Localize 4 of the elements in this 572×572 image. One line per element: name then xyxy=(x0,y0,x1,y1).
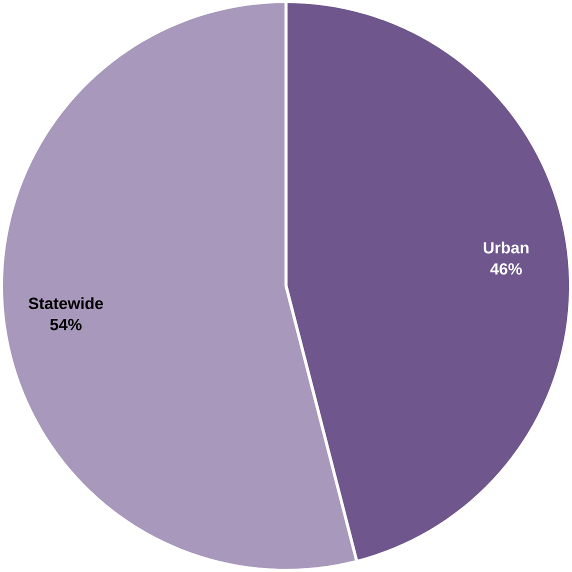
data-label: 46% xyxy=(490,263,522,275)
slice-label: Statewide xyxy=(28,297,103,310)
data-label: 54% xyxy=(50,318,82,330)
slice-label: Urban xyxy=(484,242,528,254)
